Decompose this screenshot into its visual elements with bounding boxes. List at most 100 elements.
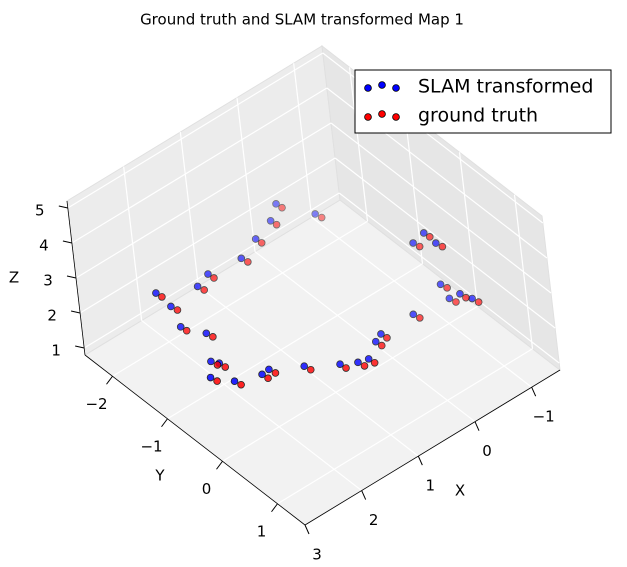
x-tick bbox=[417, 455, 423, 466]
data-point bbox=[468, 294, 476, 303]
axis-line bbox=[66, 200, 86, 356]
x-axis-label: X bbox=[455, 482, 465, 500]
data-point bbox=[311, 210, 319, 218]
z-tick bbox=[62, 240, 73, 244]
data-point bbox=[272, 200, 280, 208]
data-point bbox=[213, 377, 221, 385]
data-point bbox=[200, 286, 208, 294]
legend-marker bbox=[364, 84, 372, 92]
data-point bbox=[251, 235, 260, 243]
data-point bbox=[204, 270, 212, 278]
legend: SLAM transformed ground truth bbox=[354, 69, 612, 134]
legend-marker bbox=[378, 81, 386, 89]
data-point bbox=[364, 355, 373, 363]
grid-line bbox=[311, 216, 533, 388]
data-point bbox=[237, 254, 246, 263]
z-tick bbox=[58, 205, 68, 209]
data-point bbox=[271, 369, 280, 377]
data-point bbox=[360, 362, 369, 370]
z-tick-label: 5 bbox=[35, 202, 45, 220]
grid-line bbox=[330, 122, 552, 294]
axes: −1 0 1 2 3 −2 −1 0 1 1 2 3 4 5 bbox=[35, 200, 561, 564]
grid-line bbox=[338, 192, 560, 364]
points bbox=[152, 200, 483, 389]
grid-line bbox=[75, 122, 332, 279]
data-point bbox=[176, 323, 185, 331]
data-point bbox=[371, 337, 380, 346]
legend-label: ground truth bbox=[418, 105, 538, 127]
data-point bbox=[474, 298, 483, 306]
grid-line bbox=[222, 305, 478, 462]
data-point bbox=[445, 294, 454, 303]
data-point bbox=[456, 289, 464, 298]
data-point bbox=[370, 358, 379, 367]
x-tick-label: 2 bbox=[369, 511, 379, 529]
data-point bbox=[237, 380, 245, 389]
data-point bbox=[206, 373, 215, 382]
grid-line bbox=[167, 263, 423, 420]
grid bbox=[66, 52, 560, 526]
data-point bbox=[438, 242, 447, 251]
data-point bbox=[221, 363, 230, 371]
data-point bbox=[272, 220, 281, 229]
x-tick-label: −1 bbox=[533, 408, 555, 426]
grid-line bbox=[334, 157, 556, 329]
data-point bbox=[377, 341, 386, 350]
grid-line bbox=[141, 320, 363, 492]
data-point bbox=[244, 258, 252, 266]
data-point bbox=[210, 274, 218, 282]
data-point bbox=[377, 330, 385, 338]
data-point bbox=[258, 370, 266, 379]
z-axis-label: Z bbox=[9, 269, 19, 287]
y-tick bbox=[106, 375, 113, 385]
data-point bbox=[202, 329, 211, 338]
data-point bbox=[193, 282, 202, 291]
data-point bbox=[342, 364, 350, 372]
chart-title: Ground truth and SLAM transformed Map 1 bbox=[140, 11, 464, 29]
x-tick-label: 3 bbox=[312, 546, 322, 564]
data-point bbox=[415, 242, 424, 251]
x-tick-label: 0 bbox=[482, 442, 492, 460]
data-point bbox=[317, 213, 326, 222]
legend-marker bbox=[364, 113, 372, 121]
z-tick bbox=[66, 275, 77, 279]
grid-line bbox=[79, 157, 336, 314]
z-tick bbox=[70, 310, 81, 314]
data-point bbox=[425, 233, 434, 241]
data-point bbox=[419, 229, 428, 237]
grid-line bbox=[254, 251, 476, 423]
z-tick-label: 2 bbox=[47, 307, 57, 325]
legend-marker bbox=[392, 113, 400, 121]
data-point bbox=[182, 326, 191, 335]
legend-box bbox=[354, 69, 612, 134]
x-tick bbox=[361, 490, 367, 500]
grid-line bbox=[277, 348, 533, 505]
data-point bbox=[167, 302, 175, 311]
data-point bbox=[462, 293, 470, 302]
z-tick-label: 3 bbox=[43, 272, 53, 290]
y-tick-label: 1 bbox=[257, 522, 267, 540]
data-point bbox=[230, 377, 239, 385]
data-point bbox=[354, 358, 362, 367]
z-tick-label: 1 bbox=[51, 342, 61, 360]
grid-line bbox=[71, 87, 328, 244]
z-tick bbox=[75, 345, 85, 349]
grid-line bbox=[83, 192, 340, 349]
y-tick-label: −2 bbox=[85, 395, 107, 413]
data-point bbox=[209, 333, 217, 341]
x-tick bbox=[531, 387, 537, 397]
legend-label: SLAM transformed bbox=[418, 76, 593, 98]
x-tick bbox=[474, 421, 480, 431]
data-point bbox=[383, 334, 391, 342]
x-tick-label: 1 bbox=[426, 477, 436, 495]
data-point bbox=[257, 239, 266, 247]
data-point bbox=[173, 306, 182, 314]
y-axis-label: Y bbox=[154, 467, 165, 485]
data-point bbox=[278, 203, 286, 212]
y-tick bbox=[161, 418, 168, 428]
axis-line bbox=[304, 369, 561, 526]
data-point bbox=[306, 365, 315, 374]
data-point bbox=[432, 239, 440, 247]
grid-line bbox=[112, 220, 368, 377]
